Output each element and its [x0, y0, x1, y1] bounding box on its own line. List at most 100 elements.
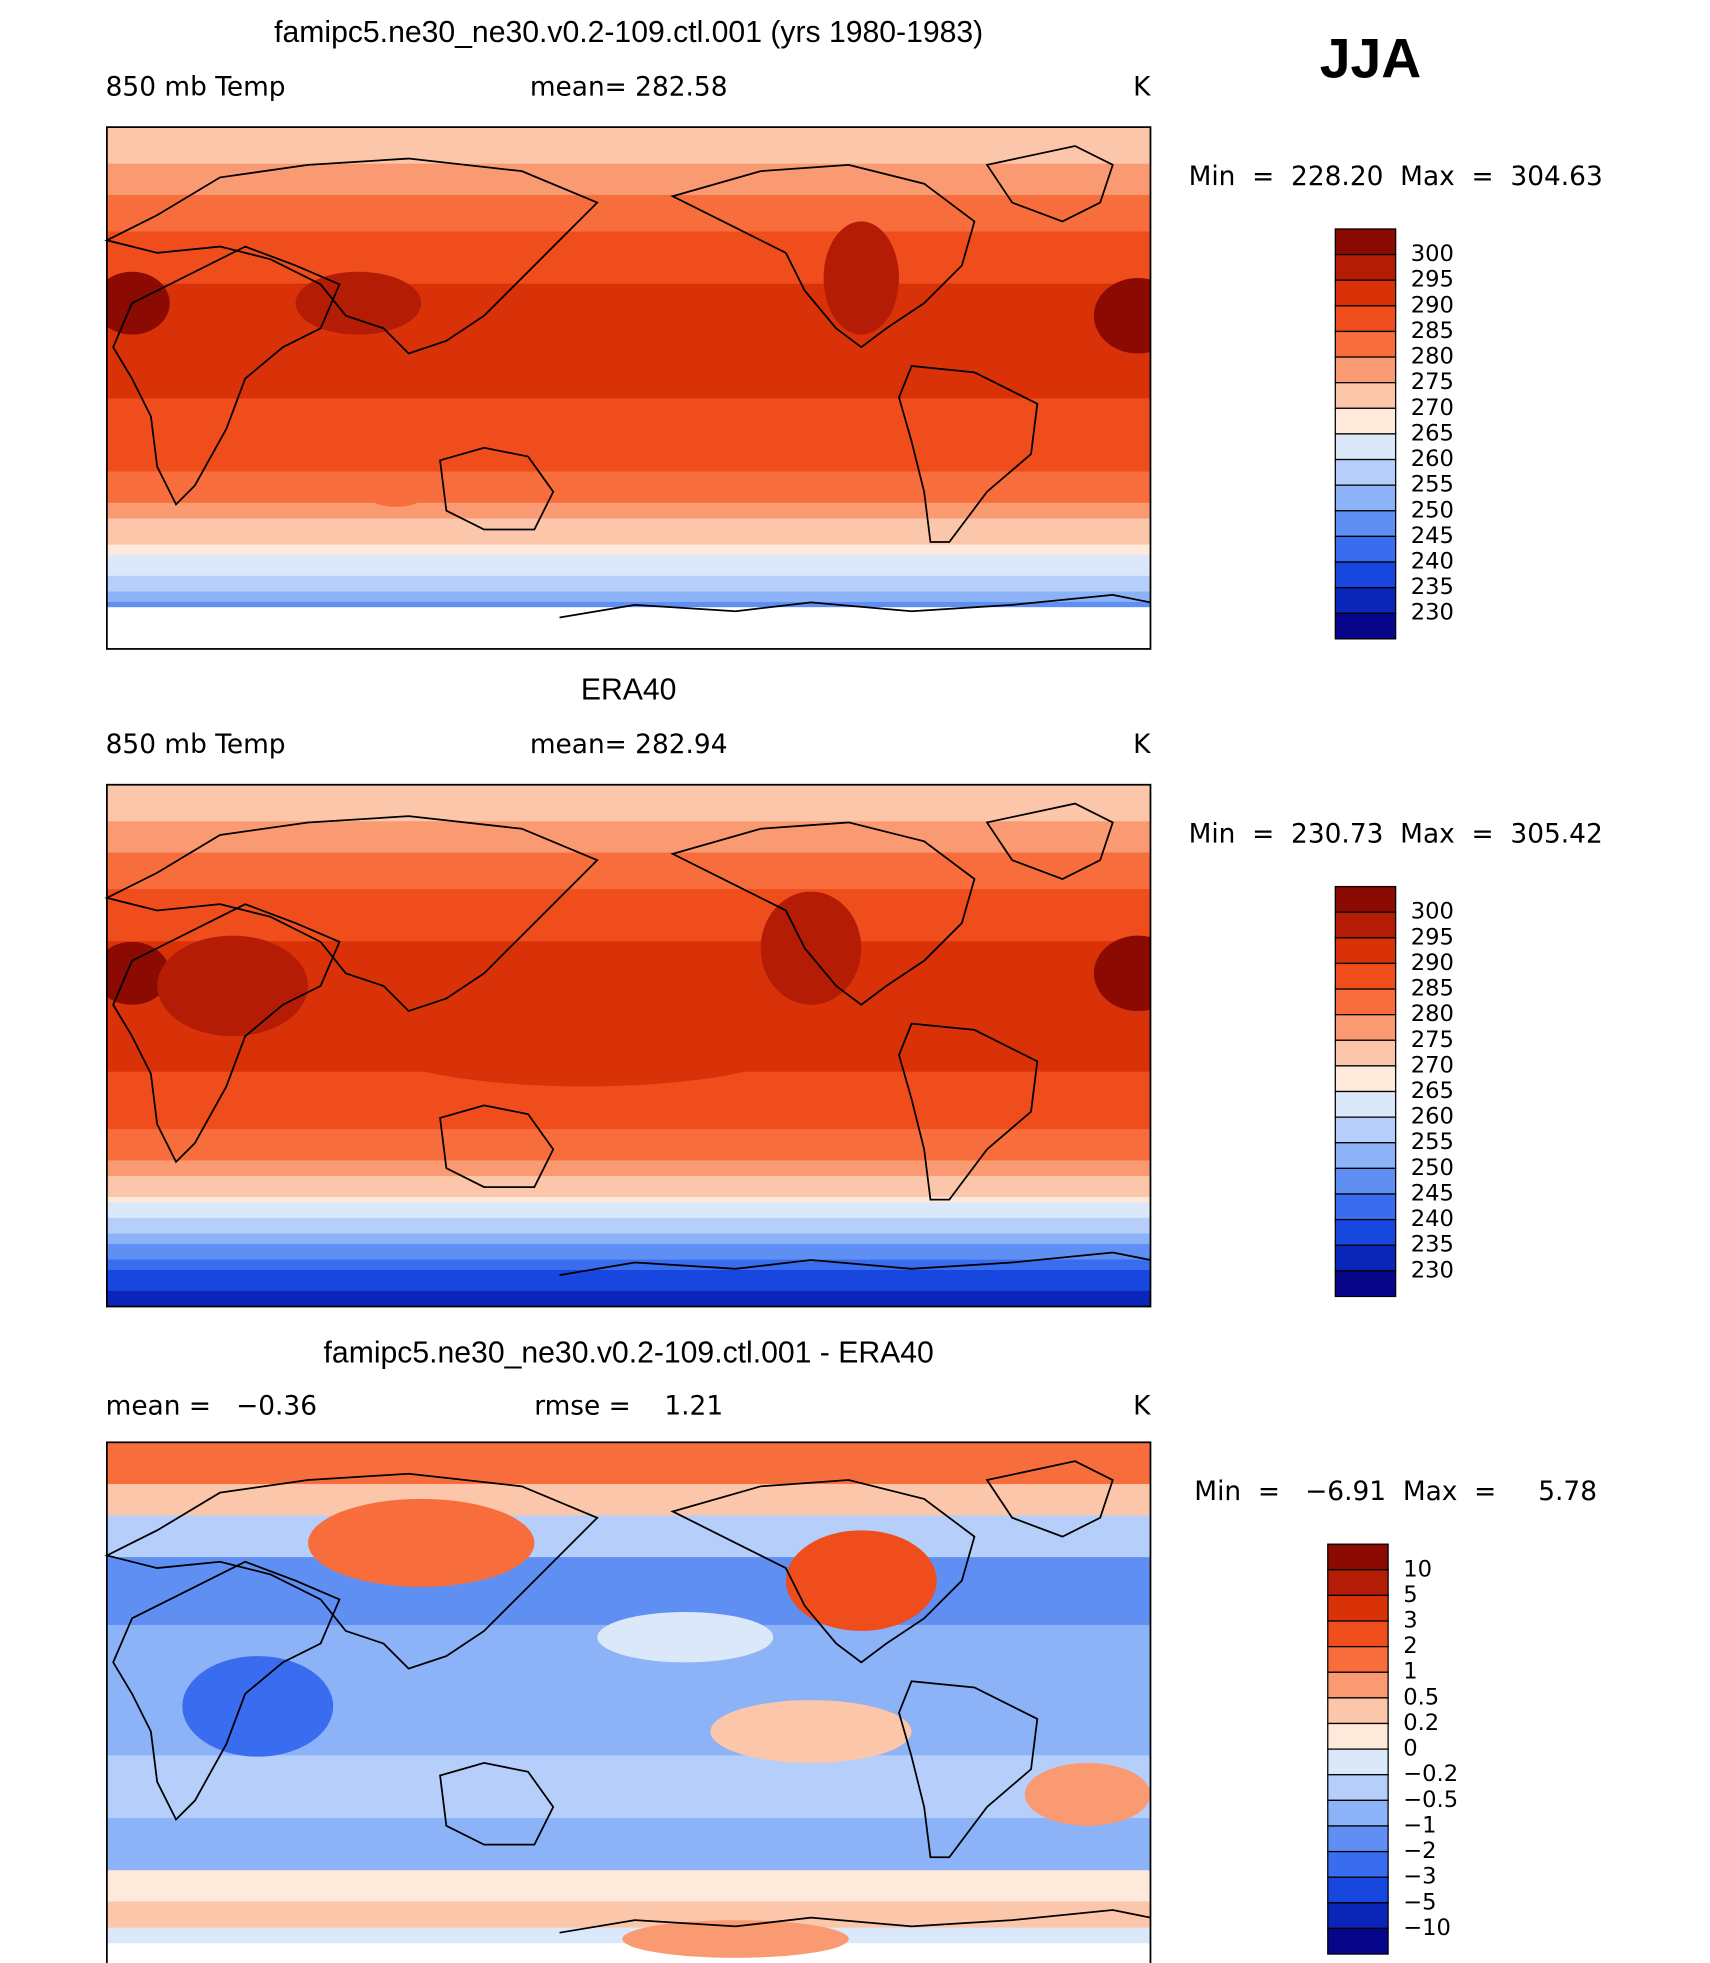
colorbar-box: [1327, 1646, 1389, 1673]
field-band: [106, 1217, 1151, 1235]
colorbar-label: 270: [1411, 1052, 1454, 1078]
colorbar-label: 0.2: [1403, 1710, 1439, 1736]
field-band: [106, 1202, 1151, 1219]
colorbar-box: [1327, 1543, 1389, 1571]
field-band: [106, 889, 1151, 942]
field-band: [106, 555, 1151, 577]
colorbar-box: [1327, 1722, 1389, 1750]
colorbar-box: [1327, 1774, 1389, 1801]
colorbar-box: [1327, 1850, 1389, 1878]
field-band: [106, 1943, 1151, 1963]
colorbar-label: 290: [1411, 950, 1454, 976]
field-band: [106, 601, 1151, 608]
colorbar-box: [1334, 1218, 1397, 1246]
colorbar-label: 235: [1411, 574, 1454, 600]
field-blob: [106, 941, 170, 1005]
colorbar-box: [1334, 305, 1397, 333]
colorbar-label: 255: [1411, 1129, 1454, 1155]
colorbar-label: 295: [1411, 924, 1454, 950]
colorbar-label: 255: [1411, 472, 1454, 498]
field-blob: [295, 271, 422, 335]
field: [106, 1442, 1151, 1963]
units-label: K: [1133, 1391, 1151, 1422]
field-band: [106, 1259, 1151, 1271]
center-label: mean= 282.58: [530, 72, 728, 103]
field-band: [106, 544, 1151, 556]
units-label: K: [1133, 729, 1151, 760]
colorbar-box: [1334, 988, 1397, 1016]
field-band: [106, 163, 1151, 196]
colorbar-box: [1327, 1620, 1389, 1648]
colorbar-label: −0.5: [1403, 1787, 1458, 1813]
field-blob: [182, 1656, 334, 1757]
field-band: [106, 471, 1151, 504]
field-band: [106, 1515, 1151, 1558]
colorbar-box: [1334, 1142, 1397, 1170]
field-blob: [760, 891, 862, 1005]
map: [105, 783, 1152, 1308]
colorbar-label: 10: [1403, 1556, 1432, 1582]
colorbar-label: −5: [1403, 1889, 1436, 1915]
field-blob: [597, 1612, 774, 1663]
colorbar-box: [1327, 1569, 1389, 1597]
map: [105, 126, 1152, 650]
field-blob: [157, 935, 309, 1037]
colorbar-box: [1334, 407, 1397, 435]
range-label: Min = 228.20 Max = 304.63: [1189, 161, 1603, 192]
colorbar-label: 295: [1411, 267, 1454, 293]
colorbar-box: [1334, 1065, 1397, 1093]
colorbar-box: [1334, 1090, 1397, 1118]
colorbar-box: [1334, 1244, 1397, 1272]
colorbar-label: 285: [1411, 318, 1454, 344]
colorbar-label: 260: [1411, 446, 1454, 472]
colorbar-box: [1334, 228, 1397, 256]
colorbar-label: 250: [1411, 1155, 1454, 1181]
colorbar-box: [1334, 1167, 1397, 1195]
colorbar-label: −3: [1403, 1864, 1436, 1890]
field-blob: [106, 271, 170, 335]
panel-title: ERA40: [581, 674, 677, 707]
field-band: [106, 607, 1151, 649]
field-band: [106, 518, 1151, 546]
colorbar-box: [1334, 911, 1397, 939]
colorbar-box: [1334, 1116, 1397, 1144]
field-band: [106, 1176, 1151, 1198]
colorbar-box: [1334, 458, 1397, 486]
field-band: [106, 784, 1151, 822]
field-blob: [1093, 935, 1151, 1012]
field-band: [106, 1196, 1151, 1203]
colorbar-label: 240: [1411, 549, 1454, 575]
field-blob: [333, 1693, 485, 1745]
colorbar-label: −1: [1403, 1812, 1436, 1838]
panel-title: famipc5.ne30_ne30.v0.2-109.ctl.001 (yrs …: [274, 16, 983, 49]
left-label: mean = −0.36: [106, 1391, 317, 1422]
colorbar-box: [1327, 1594, 1389, 1622]
colorbar-label: 230: [1411, 600, 1454, 626]
colorbar-box: [1334, 330, 1397, 358]
colorbar-label: 265: [1411, 1078, 1454, 1104]
colorbar-box: [1334, 962, 1397, 990]
colorbar-label: 275: [1411, 369, 1454, 395]
colorbar-label: 275: [1411, 1027, 1454, 1053]
colorbar-box: [1334, 382, 1397, 409]
colorbar-box: [1334, 433, 1397, 461]
colorbar-label: 290: [1411, 292, 1454, 318]
field-band: [106, 231, 1151, 285]
colorbar-label: −0.2: [1403, 1761, 1458, 1787]
colorbar-box: [1334, 885, 1397, 913]
colorbar-box: [1334, 587, 1397, 614]
field-band: [106, 194, 1151, 233]
colorbar-label: 260: [1411, 1104, 1454, 1130]
colorbar-box: [1334, 561, 1397, 589]
colorbar-label: 245: [1411, 523, 1454, 549]
colorbar-box: [1334, 279, 1397, 307]
field-band: [106, 283, 1151, 400]
colorbar-label: 0.5: [1403, 1684, 1439, 1710]
colorbar-box: [1327, 1902, 1389, 1930]
field-blob: [823, 221, 900, 335]
center-label: rmse = 1.21: [534, 1391, 723, 1422]
colorbar-box: [1334, 356, 1397, 384]
colorbar-label: 250: [1411, 497, 1454, 523]
colorbar-box: [1334, 510, 1397, 538]
